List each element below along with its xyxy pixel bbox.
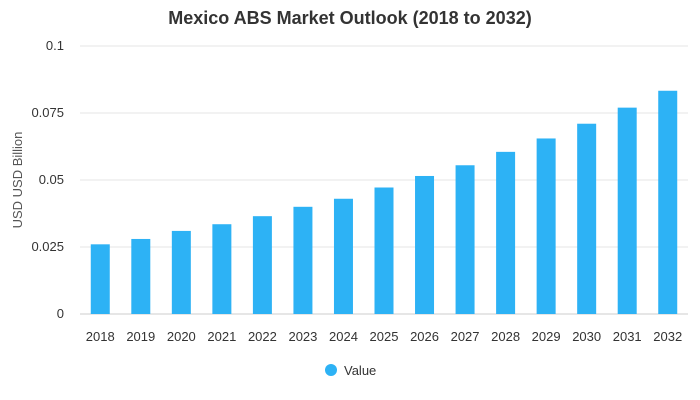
bar-2027[interactable] bbox=[455, 165, 475, 314]
bar-2021[interactable] bbox=[212, 224, 232, 314]
x-tick-label: 2031 bbox=[613, 329, 642, 344]
x-tick-label: 2021 bbox=[207, 329, 236, 344]
x-axis-ticks: 2018 2019 2020 2021 2022 2023 2024 2025 2026 2027… bbox=[86, 329, 682, 344]
x-tick-label: 2032 bbox=[653, 329, 682, 344]
bar-2022[interactable] bbox=[252, 216, 272, 314]
y-tick-label: 0.1 bbox=[46, 38, 64, 53]
legend-marker-value bbox=[325, 364, 337, 376]
x-tick-label: 2027 bbox=[451, 329, 480, 344]
bar-2031[interactable] bbox=[617, 107, 637, 314]
bar-2024[interactable] bbox=[333, 198, 353, 314]
bar-2018[interactable] bbox=[90, 244, 110, 314]
x-tick-label: 2024 bbox=[329, 329, 358, 344]
bar-2032[interactable] bbox=[658, 90, 678, 314]
x-tick-label: 2019 bbox=[126, 329, 155, 344]
y-tick-label: 0.075 bbox=[31, 105, 64, 120]
bar-2020[interactable] bbox=[171, 230, 191, 314]
legend-label-value: Value bbox=[344, 363, 376, 378]
x-tick-label: 2022 bbox=[248, 329, 277, 344]
y-tick-label: 0.025 bbox=[31, 239, 64, 254]
bars bbox=[90, 90, 678, 314]
bar-2029[interactable] bbox=[536, 138, 556, 314]
x-tick-label: 2030 bbox=[572, 329, 601, 344]
chart-title: Mexico ABS Market Outlook (2018 to 2032) bbox=[168, 8, 532, 28]
bar-2023[interactable] bbox=[293, 206, 313, 314]
bar-2026[interactable] bbox=[415, 175, 435, 314]
bar-2030[interactable] bbox=[577, 123, 597, 314]
x-tick-label: 2023 bbox=[288, 329, 317, 344]
bar-2025[interactable] bbox=[374, 187, 394, 314]
y-axis-ticks: 0 0.025 0.05 0.075 0.1 bbox=[31, 38, 64, 321]
x-tick-label: 2018 bbox=[86, 329, 115, 344]
legend[interactable]: Value bbox=[325, 363, 376, 378]
y-tick-label: 0.05 bbox=[39, 172, 64, 187]
x-tick-label: 2025 bbox=[370, 329, 399, 344]
y-tick-label: 0 bbox=[57, 306, 64, 321]
x-tick-label: 2020 bbox=[167, 329, 196, 344]
bar-2019[interactable] bbox=[131, 238, 151, 314]
bar-2028[interactable] bbox=[496, 151, 516, 314]
y-axis-title: USD USD Billion bbox=[10, 132, 25, 229]
x-tick-label: 2026 bbox=[410, 329, 439, 344]
x-tick-label: 2029 bbox=[532, 329, 561, 344]
x-tick-label: 2028 bbox=[491, 329, 520, 344]
